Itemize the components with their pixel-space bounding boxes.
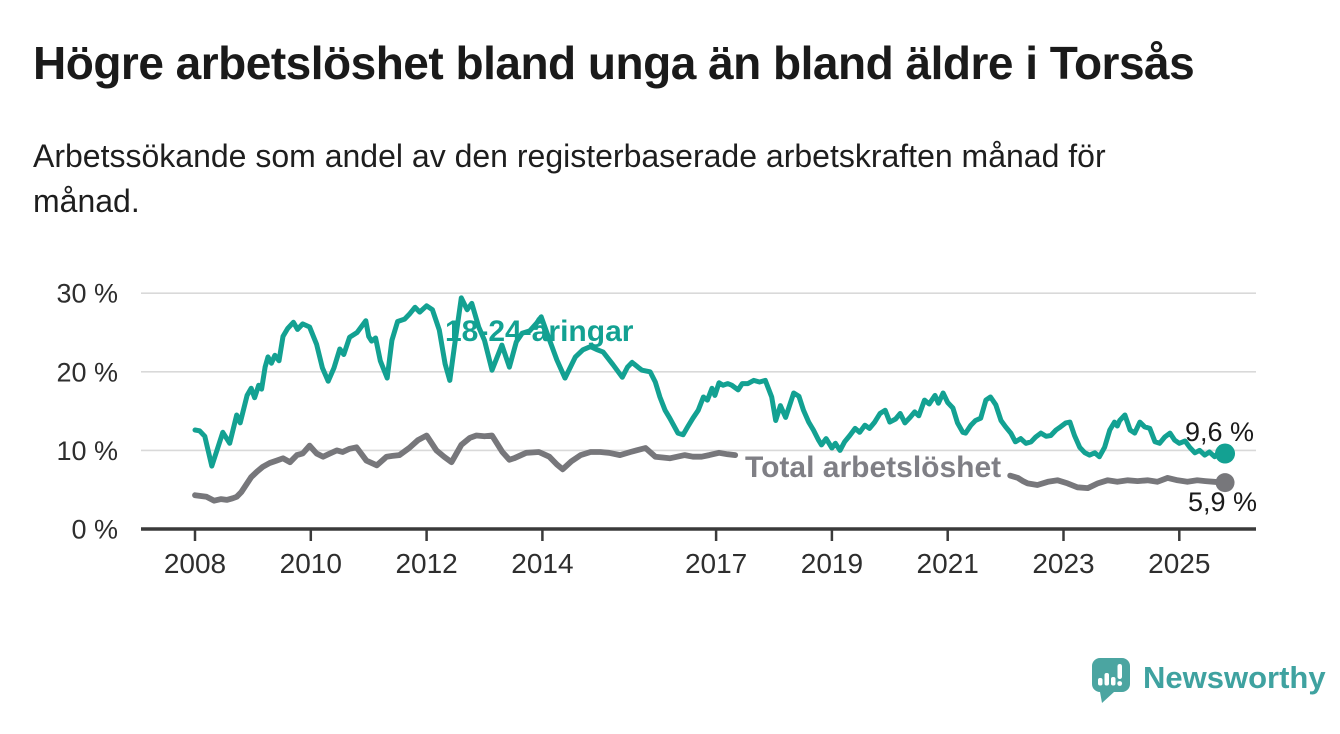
x-tick-label: 2025	[1148, 548, 1210, 579]
bar-small	[1098, 678, 1103, 686]
line-chart: 0 % 10 % 20 % 30 % 2008 2010 2012 2014 2017 2019 2…	[56, 279, 1257, 579]
series-inline-label: 18-24-åringar	[445, 315, 634, 348]
y-tick-label: 30 %	[56, 279, 118, 309]
series-end-dot	[1215, 443, 1236, 464]
bar-medium	[1111, 677, 1116, 686]
newsworthy-wordmark: Newsworthy	[1143, 660, 1326, 695]
series-line-total	[192, 432, 739, 504]
series-line-young	[192, 295, 1228, 469]
newsworthy-icon	[1092, 658, 1130, 703]
series-end-value-label: 5,9 %	[1188, 487, 1257, 517]
newsworthy-logo: Newsworthy	[1086, 652, 1326, 704]
y-tick-label: 0 %	[71, 515, 118, 545]
x-tick-label: 2014	[511, 548, 573, 579]
x-tick-label: 2008	[164, 548, 226, 579]
x-tick-label: 2017	[685, 548, 747, 579]
y-tick-label: 10 %	[56, 436, 118, 466]
chart-title: Högre arbetslöshet bland unga än bland ä…	[33, 37, 1195, 89]
x-tick-label: 2021	[917, 548, 979, 579]
series-line-total	[1007, 472, 1228, 492]
x-tick-label: 2023	[1032, 548, 1094, 579]
x-tick-label: 2010	[280, 548, 342, 579]
chart-subtitle: Arbetssökande som andel av den registerb…	[33, 138, 1106, 219]
series-end-value-label: 9,6 %	[1185, 417, 1254, 447]
y-tick-label: 20 %	[56, 357, 118, 387]
exclamation-dot	[1117, 681, 1123, 686]
x-tick-label: 2012	[395, 548, 457, 579]
x-tick-label: 2019	[801, 548, 863, 579]
series-end-dot	[1215, 473, 1235, 493]
bar-tall	[1104, 673, 1109, 686]
series-inline-label: Total arbetslöshet	[745, 451, 1001, 484]
exclamation-bar	[1117, 664, 1122, 679]
